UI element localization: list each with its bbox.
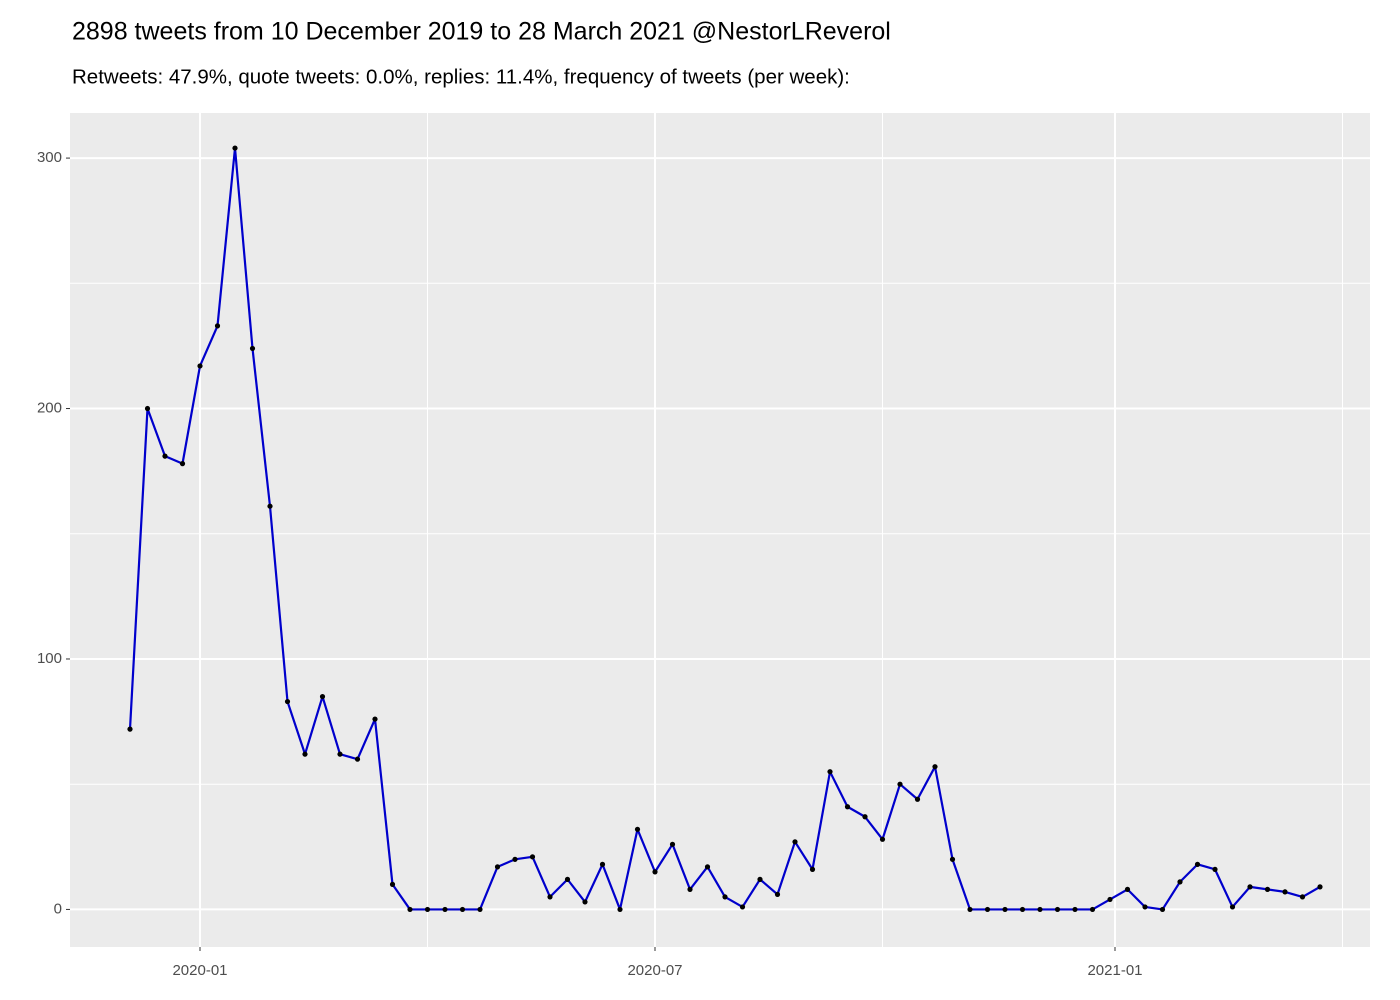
data-point [319, 693, 326, 700]
data-point [862, 814, 868, 820]
data-point [354, 756, 361, 762]
data-point [1159, 906, 1166, 913]
data-point [1282, 889, 1288, 895]
data-point [267, 503, 273, 509]
x-tick-label: 2020-07 [627, 962, 682, 979]
data-point [669, 841, 676, 847]
data-point [1229, 904, 1236, 910]
data-point [634, 826, 641, 832]
data-point [214, 323, 221, 329]
data-point [1054, 906, 1061, 913]
data-point [879, 836, 886, 842]
data-point [372, 716, 378, 722]
data-point [179, 461, 186, 467]
data-point [652, 869, 658, 875]
data-point [302, 751, 308, 757]
data-point [529, 854, 536, 860]
data-point [739, 904, 746, 910]
data-point [547, 894, 553, 900]
data-point [984, 906, 991, 913]
data-point [932, 764, 938, 770]
data-point [1124, 886, 1131, 892]
data-point [197, 363, 203, 369]
y-tick-label: 300 [37, 149, 62, 166]
x-tick-label: 2020-01 [172, 962, 227, 979]
data-point [1107, 896, 1113, 903]
data-point [582, 899, 588, 905]
x-tick-label: 2021-01 [1087, 962, 1142, 979]
chart-subtitle: Retweets: 47.9%, quote tweets: 0.0%, rep… [72, 65, 850, 88]
data-point [424, 906, 431, 913]
data-point [1037, 906, 1043, 913]
chart-title: 2898 tweets from 10 December 2019 to 28 … [72, 18, 891, 46]
data-point [232, 145, 238, 151]
data-point [162, 453, 168, 459]
data-point [1194, 861, 1201, 867]
data-point [1212, 866, 1218, 872]
data-point [1019, 906, 1026, 913]
data-point [512, 856, 518, 862]
data-point [809, 866, 816, 872]
data-point [389, 881, 396, 887]
data-point [477, 906, 483, 913]
data-point [827, 769, 833, 775]
data-point [1317, 884, 1323, 890]
data-point [1177, 879, 1183, 885]
data-point [967, 906, 973, 913]
data-point [284, 698, 291, 705]
data-point [704, 864, 711, 870]
data-point [1142, 904, 1148, 910]
data-point [897, 781, 903, 787]
data-point [564, 876, 571, 882]
y-tick-label: 0 [54, 900, 62, 917]
data-point [1002, 906, 1008, 913]
data-point [599, 861, 606, 867]
data-point [249, 345, 256, 352]
y-tick-label: 100 [37, 650, 62, 667]
data-point [127, 726, 133, 732]
data-point [1089, 906, 1096, 913]
data-point [792, 839, 798, 845]
data-point [459, 906, 466, 913]
data-point [949, 856, 956, 862]
data-point [1072, 906, 1078, 913]
data-point [844, 804, 851, 810]
data-point [442, 906, 448, 913]
data-point [687, 886, 693, 892]
data-point [914, 796, 921, 802]
data-point [494, 864, 501, 870]
data-point [337, 751, 343, 757]
data-point [722, 894, 728, 900]
data-point [1299, 894, 1306, 900]
data-point [407, 906, 413, 913]
panel [70, 113, 1370, 947]
data-point [774, 891, 781, 898]
data-point [617, 906, 623, 913]
data-point [757, 876, 763, 882]
data-point [144, 405, 151, 412]
y-tick-label: 200 [37, 400, 62, 417]
data-point [1264, 886, 1271, 892]
data-point [1247, 884, 1253, 890]
